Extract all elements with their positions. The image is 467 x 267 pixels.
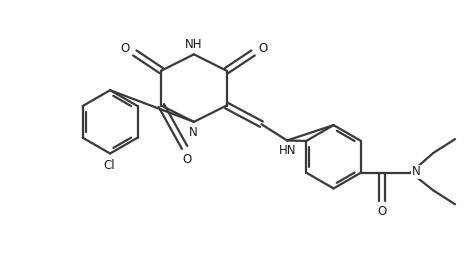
Text: O: O (259, 42, 268, 55)
Text: N: N (412, 165, 421, 178)
Text: NH: NH (185, 38, 203, 51)
Text: HN: HN (279, 144, 297, 157)
Text: O: O (377, 205, 387, 218)
Text: O: O (120, 42, 129, 55)
Text: Cl: Cl (103, 159, 115, 172)
Text: N: N (189, 125, 198, 139)
Text: O: O (182, 153, 191, 166)
